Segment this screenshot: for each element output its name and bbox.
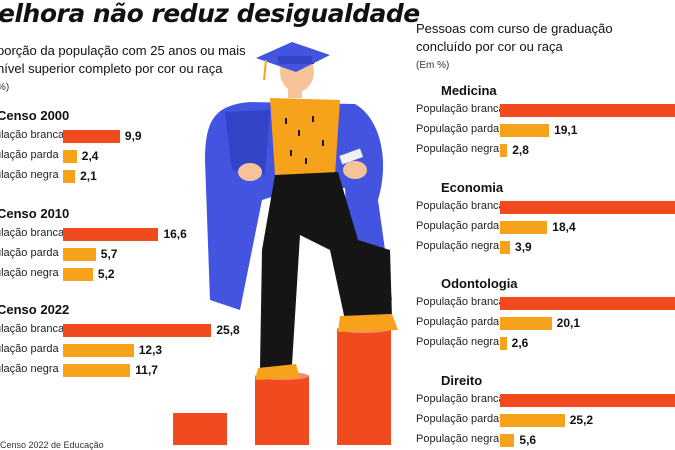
bar-branca [500,297,675,310]
group-title: Censo 2010 [0,206,70,221]
bar-negra [63,268,93,281]
chart-title: elhora não reduz desigualdade [0,0,420,28]
category-label: População negra [416,336,500,348]
bar-branca [500,394,675,407]
group-title: Medicina [441,83,497,98]
value-label: 3,9 [515,240,532,254]
category-label: ulação parda [0,343,59,355]
category-label: ulação parda [0,247,59,259]
bar-parda [63,344,134,357]
category-label: ulação negra [0,363,59,375]
category-label: População branca [416,393,505,405]
value-label: 5,2 [97,267,115,281]
value-label: 11,7 [135,363,158,377]
value-label: 25,2 [569,413,594,427]
bar-parda [500,124,550,137]
category-label: População parda [416,413,500,425]
category-label: ulação negra [0,169,59,181]
right-subtitle-line1: Pessoas com curso de graduação [416,21,613,36]
step-3 [337,329,391,445]
bar-branca [63,324,212,337]
bar-parda [500,317,552,330]
bar-negra [63,170,76,183]
category-label: ulação negra [0,267,59,279]
value-label: 16,6 [163,227,187,241]
source-note: Censo 2022 de Educação [0,440,104,450]
step-1 [173,413,227,445]
step-2 [255,376,309,445]
bar-parda [63,150,77,163]
group-title: Direito [441,373,483,388]
category-label: População negra [416,433,500,445]
category-label: População branca [416,200,505,212]
category-label: População negra [416,143,500,155]
right-subtitle-line2: concluído por cor ou raça [416,39,563,54]
category-label: ulação branca [0,129,65,141]
value-label: 9,9 [124,129,142,143]
category-label: ulação branca [0,227,65,239]
bar-parda [500,414,565,427]
group-title: Censo 2022 [0,302,70,317]
bar-negra [500,434,515,447]
value-label: 2,6 [511,336,529,350]
right-unit-label: (Em %) [416,60,450,71]
left-unit-label: %) [0,82,10,93]
value-label: 2,8 [512,143,529,157]
value-label: 19,1 [554,123,578,137]
group-title: Odontologia [441,276,518,291]
bar-negra [500,241,511,254]
bar-parda [63,248,96,261]
value-label: 12,3 [138,343,163,357]
value-label: 5,7 [100,247,118,261]
bar-branca [63,228,159,241]
category-label: População parda [416,123,500,135]
category-label: População parda [416,220,500,232]
category-label: ulação parda [0,149,59,161]
category-label: População parda [416,316,500,328]
value-label: 2,4 [81,149,99,163]
bar-parda [500,221,548,234]
value-label: 18,4 [552,220,576,234]
group-title: Censo 2000 [0,108,70,123]
category-label: ulação branca [0,323,65,335]
bar-negra [500,337,507,350]
value-label: 2,1 [80,169,97,183]
bar-branca [500,104,675,117]
category-label: População branca [416,296,505,308]
value-label: 5,6 [519,433,537,447]
bar-negra [500,144,508,157]
bar-branca [500,201,675,214]
category-label: População negra [416,240,500,252]
bar-negra [63,364,131,377]
left-subtitle-line1: porção da população com 25 anos ou mais [0,43,246,58]
bar-branca [63,130,120,143]
group-title: Economia [441,180,504,195]
left-subtitle-line2: nível superior completo por cor ou raça [0,61,223,76]
value-label: 20,1 [556,316,581,330]
category-label: População branca [416,103,505,115]
value-label: 25,8 [216,323,240,337]
